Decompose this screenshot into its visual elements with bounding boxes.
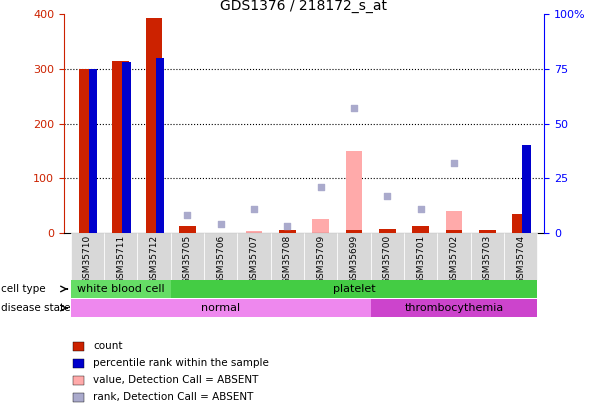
Bar <box>71 299 371 317</box>
Text: GSM35711: GSM35711 <box>116 235 125 284</box>
Bar <box>137 233 171 280</box>
Bar <box>122 62 131 233</box>
Bar <box>337 233 371 280</box>
Bar <box>371 299 537 317</box>
Bar <box>246 231 262 233</box>
Point <box>216 221 226 227</box>
Text: GSM35701: GSM35701 <box>416 235 425 284</box>
Bar <box>204 233 237 280</box>
Bar <box>437 233 471 280</box>
Bar <box>104 233 137 280</box>
Bar <box>479 230 496 233</box>
Point <box>316 184 325 190</box>
Text: GSM35709: GSM35709 <box>316 235 325 284</box>
Text: platelet: platelet <box>333 284 375 294</box>
Bar <box>179 226 196 233</box>
Bar <box>237 233 271 280</box>
Point <box>449 160 459 166</box>
Text: rank, Detection Call = ABSENT: rank, Detection Call = ABSENT <box>93 392 254 402</box>
Bar <box>513 214 529 233</box>
Bar <box>346 230 362 233</box>
Bar <box>479 231 496 233</box>
Bar <box>471 233 504 280</box>
Bar <box>346 151 362 233</box>
Text: GSM35710: GSM35710 <box>83 235 92 284</box>
Text: GSM35702: GSM35702 <box>449 235 458 284</box>
Bar <box>446 230 463 233</box>
Text: GSM35708: GSM35708 <box>283 235 292 284</box>
Text: count: count <box>93 341 123 351</box>
Bar <box>79 69 95 233</box>
Bar <box>279 231 295 233</box>
Text: GSM35703: GSM35703 <box>483 235 492 284</box>
Text: white blood cell: white blood cell <box>77 284 164 294</box>
Bar <box>112 61 129 233</box>
Bar <box>171 280 537 298</box>
Bar <box>404 233 437 280</box>
Point <box>382 192 392 199</box>
Point <box>349 105 359 111</box>
Text: disease state: disease state <box>1 303 70 313</box>
Bar <box>379 229 396 233</box>
Bar <box>304 233 337 280</box>
Bar <box>71 280 171 298</box>
Text: GSM35707: GSM35707 <box>249 235 258 284</box>
Bar <box>171 233 204 280</box>
Bar <box>71 233 104 280</box>
Text: cell type: cell type <box>1 284 45 294</box>
Bar <box>313 219 329 233</box>
Text: percentile rank within the sample: percentile rank within the sample <box>93 358 269 368</box>
Text: value, Detection Call = ABSENT: value, Detection Call = ABSENT <box>93 375 258 385</box>
Text: GSM35705: GSM35705 <box>183 235 192 284</box>
Point <box>182 212 192 219</box>
Text: GSM35699: GSM35699 <box>350 235 359 284</box>
Bar <box>446 211 463 233</box>
Bar <box>412 226 429 233</box>
Text: normal: normal <box>201 303 240 313</box>
Text: GSM35712: GSM35712 <box>150 235 159 284</box>
Bar <box>279 230 295 233</box>
Text: GSM35700: GSM35700 <box>383 235 392 284</box>
Bar <box>371 233 404 280</box>
Text: GSM35706: GSM35706 <box>216 235 225 284</box>
Bar <box>89 69 97 233</box>
Point <box>283 223 292 230</box>
Text: thrombocythemia: thrombocythemia <box>404 303 503 313</box>
Point <box>249 206 259 212</box>
Text: GSM35704: GSM35704 <box>516 235 525 284</box>
Bar <box>156 58 164 233</box>
Title: GDS1376 / 218172_s_at: GDS1376 / 218172_s_at <box>221 0 387 13</box>
Bar <box>522 145 531 233</box>
Bar <box>145 18 162 233</box>
Point <box>416 206 426 212</box>
Bar <box>504 233 537 280</box>
Bar <box>271 233 304 280</box>
